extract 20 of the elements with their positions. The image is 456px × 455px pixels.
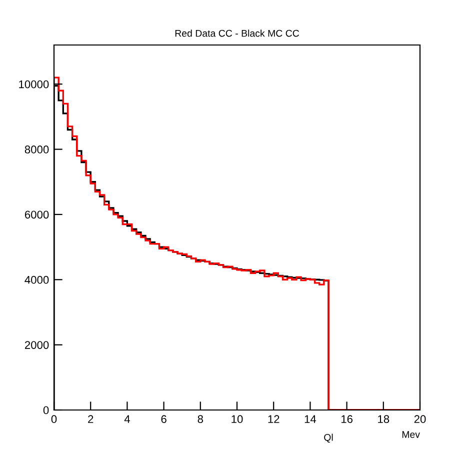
x-tick-label: 2 [88,415,94,423]
y-tick-label: 0 [43,406,49,414]
x-tick-label: 20 [414,415,426,424]
chart-title: Red Data CC - Black MC CC [175,30,300,37]
x-tick-label: 6 [161,415,166,424]
y-tick-label: 2000 [24,341,49,349]
x-tick-label: 10 [232,415,243,424]
y-tick-label: 8000 [24,146,49,154]
y-tick-label: 6000 [24,210,49,219]
y-tick-label: 10000 [19,80,49,88]
x-tick-label: 0 [51,415,57,424]
x-axis-title: Mev [402,431,420,438]
x-tick-label: 8 [198,415,204,424]
x-tick-label: 4 [124,415,130,423]
x-tick-label: 18 [378,415,390,424]
text: Ql [324,434,333,443]
x-tick-label: 12 [268,415,280,423]
x-tick-label: 14 [304,415,316,423]
x-tick-label: 16 [341,415,352,424]
y-tick-label: 4000 [24,276,49,284]
